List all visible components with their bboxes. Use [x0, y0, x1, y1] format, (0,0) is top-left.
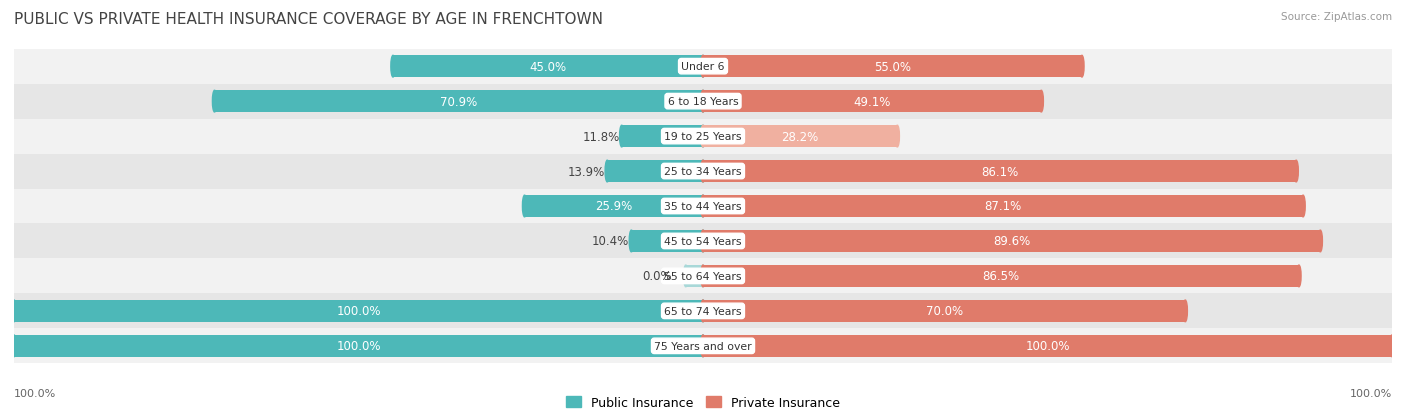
Text: 89.6%: 89.6%: [993, 235, 1031, 248]
Circle shape: [683, 266, 688, 287]
Bar: [631, 230, 703, 252]
Circle shape: [700, 196, 706, 217]
Text: 100.0%: 100.0%: [1025, 339, 1070, 352]
Circle shape: [700, 266, 706, 287]
Bar: [703, 300, 1185, 322]
Circle shape: [896, 126, 900, 147]
Bar: [703, 161, 1296, 183]
Bar: [703, 56, 1083, 78]
Bar: [14, 50, 1392, 84]
Circle shape: [605, 161, 609, 183]
Circle shape: [700, 91, 706, 113]
Bar: [392, 56, 703, 78]
Bar: [14, 154, 1392, 189]
Circle shape: [700, 126, 706, 147]
Text: 25.9%: 25.9%: [595, 200, 633, 213]
Circle shape: [700, 300, 706, 322]
Circle shape: [1039, 91, 1043, 113]
Text: Source: ZipAtlas.com: Source: ZipAtlas.com: [1281, 12, 1392, 22]
Bar: [14, 119, 1392, 154]
Bar: [703, 230, 1320, 252]
Circle shape: [1296, 266, 1301, 287]
Bar: [14, 329, 1392, 363]
Text: 100.0%: 100.0%: [1350, 388, 1392, 398]
Legend: Public Insurance, Private Insurance: Public Insurance, Private Insurance: [561, 391, 845, 413]
Text: 55 to 64 Years: 55 to 64 Years: [664, 271, 742, 281]
Bar: [14, 300, 703, 322]
Circle shape: [1080, 56, 1084, 78]
Text: 65 to 74 Years: 65 to 74 Years: [664, 306, 742, 316]
Text: 86.5%: 86.5%: [983, 270, 1019, 283]
Text: 75 Years and over: 75 Years and over: [654, 341, 752, 351]
Text: 70.9%: 70.9%: [440, 95, 478, 108]
Text: 11.8%: 11.8%: [582, 130, 620, 143]
Circle shape: [1319, 230, 1323, 252]
Bar: [14, 259, 1392, 294]
Text: 19 to 25 Years: 19 to 25 Years: [664, 132, 742, 142]
Circle shape: [620, 126, 624, 147]
Text: 87.1%: 87.1%: [984, 200, 1022, 213]
Circle shape: [700, 56, 706, 78]
Bar: [14, 335, 703, 357]
Bar: [686, 266, 703, 287]
Text: 35 to 44 Years: 35 to 44 Years: [664, 202, 742, 211]
Circle shape: [11, 300, 17, 322]
Bar: [14, 294, 1392, 329]
Circle shape: [700, 266, 706, 287]
Circle shape: [700, 91, 706, 113]
Bar: [703, 266, 1299, 287]
Bar: [621, 126, 703, 147]
Text: 13.9%: 13.9%: [568, 165, 605, 178]
Circle shape: [700, 161, 706, 183]
Circle shape: [1182, 300, 1188, 322]
Bar: [703, 126, 897, 147]
Text: 49.1%: 49.1%: [853, 95, 891, 108]
Text: 28.2%: 28.2%: [782, 130, 818, 143]
Bar: [14, 84, 1392, 119]
Text: PUBLIC VS PRIVATE HEALTH INSURANCE COVERAGE BY AGE IN FRENCHTOWN: PUBLIC VS PRIVATE HEALTH INSURANCE COVER…: [14, 12, 603, 27]
Text: 6 to 18 Years: 6 to 18 Years: [668, 97, 738, 107]
Circle shape: [700, 300, 706, 322]
Text: 86.1%: 86.1%: [981, 165, 1018, 178]
Bar: [703, 91, 1042, 113]
Circle shape: [212, 91, 217, 113]
Circle shape: [523, 196, 527, 217]
Circle shape: [700, 161, 706, 183]
Circle shape: [11, 335, 17, 357]
Circle shape: [1389, 335, 1395, 357]
Bar: [607, 161, 703, 183]
Bar: [14, 189, 1392, 224]
Text: 45.0%: 45.0%: [530, 61, 567, 74]
Bar: [524, 196, 703, 217]
Text: 55.0%: 55.0%: [875, 61, 911, 74]
Circle shape: [630, 230, 634, 252]
Circle shape: [700, 56, 706, 78]
Text: 25 to 34 Years: 25 to 34 Years: [664, 166, 742, 177]
Bar: [703, 335, 1392, 357]
Text: 100.0%: 100.0%: [336, 339, 381, 352]
Text: 70.0%: 70.0%: [925, 305, 963, 318]
Circle shape: [700, 335, 706, 357]
Text: 45 to 54 Years: 45 to 54 Years: [664, 236, 742, 247]
Circle shape: [700, 230, 706, 252]
Text: 100.0%: 100.0%: [336, 305, 381, 318]
Bar: [215, 91, 703, 113]
Circle shape: [1301, 196, 1305, 217]
Text: Under 6: Under 6: [682, 62, 724, 72]
Circle shape: [1294, 161, 1298, 183]
Text: 100.0%: 100.0%: [14, 388, 56, 398]
Circle shape: [391, 56, 395, 78]
Circle shape: [700, 196, 706, 217]
Bar: [703, 196, 1303, 217]
Text: 10.4%: 10.4%: [592, 235, 630, 248]
Circle shape: [700, 230, 706, 252]
Bar: [14, 224, 1392, 259]
Text: 0.0%: 0.0%: [643, 270, 672, 283]
Circle shape: [700, 335, 706, 357]
Circle shape: [700, 126, 706, 147]
